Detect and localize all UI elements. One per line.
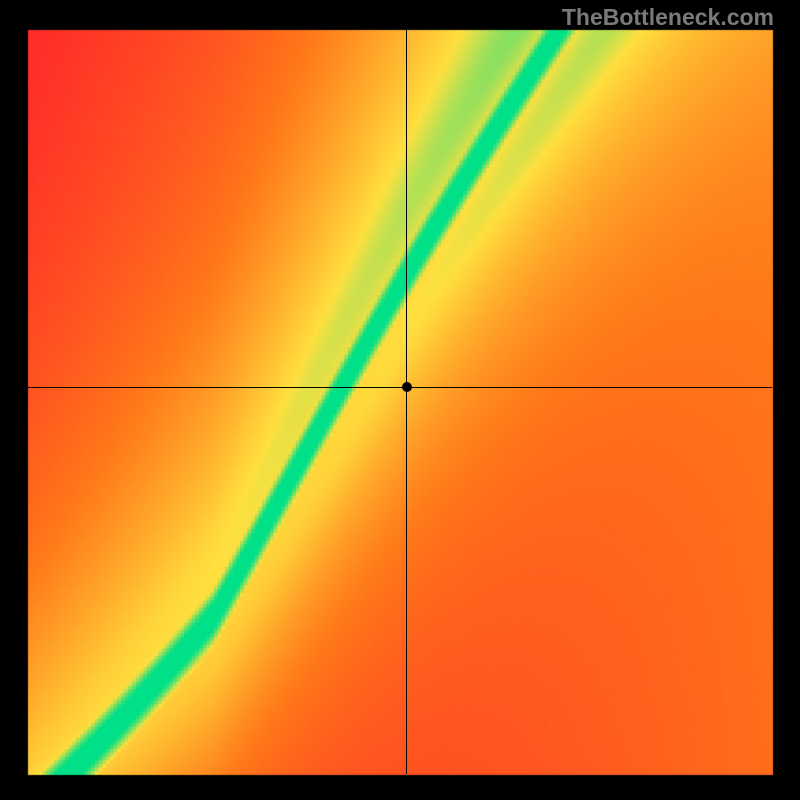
selected-point-marker xyxy=(402,382,412,392)
chart-container: TheBottleneck.com xyxy=(0,0,800,800)
bottleneck-heatmap xyxy=(0,0,800,800)
crosshair-vertical xyxy=(406,30,407,774)
watermark-text: TheBottleneck.com xyxy=(562,4,774,31)
crosshair-horizontal xyxy=(28,387,772,388)
